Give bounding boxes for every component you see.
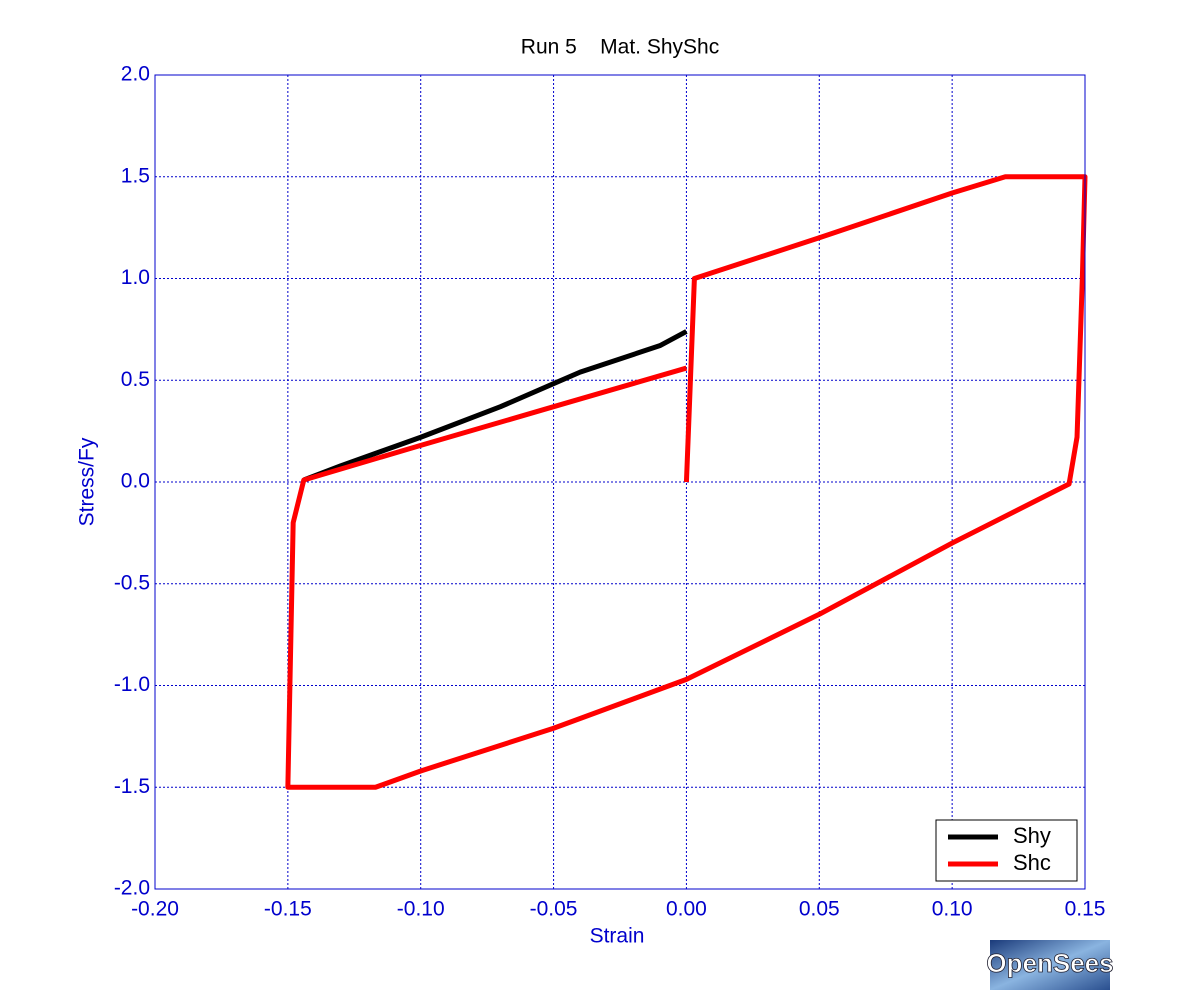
series-line xyxy=(302,329,688,483)
y-tick-label: 1.0 xyxy=(121,266,150,289)
logo-text: OpenSees xyxy=(986,948,1113,978)
labels: -0.20 -0.15 -0.10 -0.05 0.00 0.05 0.10 0.15 2.0 1… xyxy=(114,63,1106,921)
chart-title: Run 5 Mat. ShyShc xyxy=(521,36,719,59)
y-tick-label: -1.0 xyxy=(114,673,150,696)
x-tick-label: -0.20 xyxy=(131,898,179,921)
y-tick-label: 0.0 xyxy=(121,470,150,493)
x-tick-label: 0.05 xyxy=(799,898,840,921)
legend-box xyxy=(935,819,1078,882)
series-line xyxy=(285,174,1088,790)
x-axis-label: Strain xyxy=(590,925,645,948)
y-tick-label: -0.5 xyxy=(114,571,150,594)
legend-label: Shy xyxy=(1013,823,1051,848)
x-tick-label: 0.15 xyxy=(1065,898,1106,921)
x-tick-label: -0.05 xyxy=(530,898,578,921)
logo: OpenSees xyxy=(986,940,1114,990)
plot-frame xyxy=(154,74,1086,890)
y-tick-label: 2.0 xyxy=(121,63,150,86)
lines xyxy=(285,174,1088,790)
legend-label: Shc xyxy=(1013,850,1051,875)
x-tick-label: 0.10 xyxy=(932,898,973,921)
y-tick-label: 0.5 xyxy=(121,368,150,391)
x-tick-label: -0.15 xyxy=(264,898,312,921)
y-tick-label: -2.0 xyxy=(114,877,150,900)
x-tick-label: -0.10 xyxy=(397,898,445,921)
x-tick-label: 0.00 xyxy=(666,898,707,921)
y-tick-label: 1.5 xyxy=(121,164,150,187)
y-tick-label: -1.5 xyxy=(114,775,150,798)
y-axis-label: Stress/Fy xyxy=(76,437,99,526)
legend: ShyShc xyxy=(935,819,1078,882)
logo-background xyxy=(990,940,1110,990)
